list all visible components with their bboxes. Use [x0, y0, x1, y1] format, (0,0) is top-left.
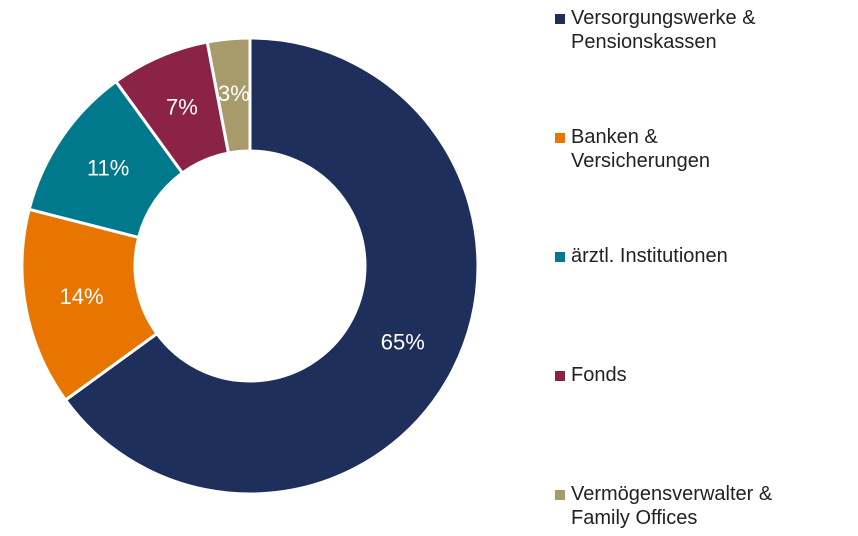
legend-entry: Fonds — [555, 363, 627, 387]
legend-swatch — [555, 490, 565, 500]
data-label: 65% — [381, 330, 425, 355]
legend-entry: Versorgungswerke & Pensionskassen — [555, 6, 756, 54]
legend-entry: Banken & Versicherungen — [555, 125, 710, 173]
donut-segment — [63, 36, 480, 496]
donut-chart: 65% 14% 11% 7% 3% — [20, 36, 480, 496]
legend-label: Banken & Versicherungen — [571, 126, 710, 172]
legend-swatch — [555, 133, 565, 143]
legend-label: Fonds — [571, 364, 627, 386]
legend-label: Vermögensverwalter & Family Offices — [571, 483, 773, 529]
donut-segment — [205, 36, 252, 155]
legend-swatch — [555, 14, 565, 24]
legend-entry: ärztl. Institutionen — [555, 244, 728, 268]
data-label: 11% — [87, 155, 129, 180]
data-label: 7% — [166, 94, 198, 119]
data-label: 14% — [60, 284, 104, 309]
data-label: 3% — [218, 81, 250, 106]
legend-swatch — [555, 252, 565, 262]
legend-entry: Vermögensverwalter & Family Offices — [555, 482, 772, 530]
legend-swatch — [555, 371, 565, 381]
legend-label: Versorgungswerke & Pensionskassen — [571, 7, 756, 53]
legend-label: ärztl. Institutionen — [571, 245, 728, 267]
